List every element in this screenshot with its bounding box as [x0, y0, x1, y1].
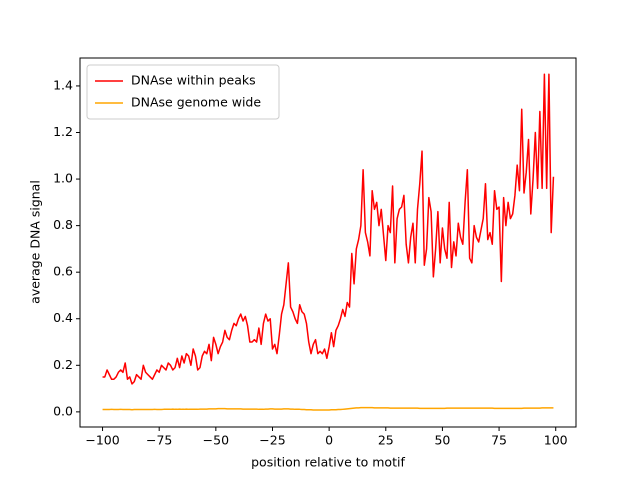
- x-tick-label: 50: [434, 433, 450, 448]
- x-tick-label: −25: [259, 433, 285, 448]
- x-tick-label: 0: [325, 433, 333, 448]
- legend-box: [86, 64, 280, 120]
- legend-label: DNAse genome wide: [131, 95, 261, 110]
- y-tick-label: 1.2: [53, 124, 73, 139]
- plot-frame: [79, 57, 577, 428]
- data-line: [102, 406, 554, 411]
- x-tick-label: −100: [85, 433, 119, 448]
- y-tick-label: 0.8: [53, 217, 73, 232]
- y-tick-label: 0.6: [53, 264, 73, 279]
- x-axis-label: position relative to motif: [251, 455, 405, 470]
- y-tick-label: 0.0: [53, 403, 73, 418]
- y-axis-label: average DNA signal: [28, 180, 43, 304]
- data-line: [102, 73, 555, 385]
- x-tick-label: 75: [491, 433, 507, 448]
- legend-label: DNAse within peaks: [131, 73, 256, 88]
- x-tick-label: −75: [146, 433, 172, 448]
- x-tick-label: −50: [203, 433, 229, 448]
- y-tick-label: 0.2: [53, 357, 73, 372]
- y-tick-label: 0.4: [53, 310, 73, 325]
- y-tick-label: 1.0: [53, 171, 73, 186]
- x-tick-label: 100: [544, 433, 568, 448]
- y-tick-label: 1.4: [53, 77, 73, 92]
- x-tick-label: 25: [378, 433, 394, 448]
